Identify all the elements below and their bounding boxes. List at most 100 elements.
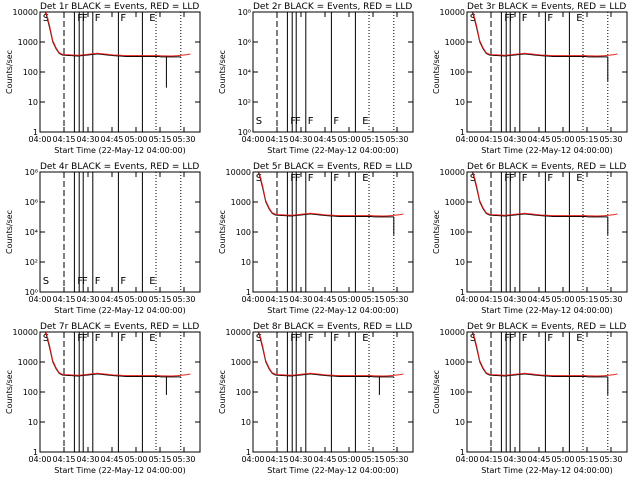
x-axis-label: Start Time (22-May-12 04:00:00) <box>267 146 398 155</box>
series-lld <box>258 172 404 217</box>
x-tick-label: 05:30 <box>599 295 622 304</box>
x-tick-label: 04:45 <box>527 455 550 464</box>
y-tick-label: 10 <box>241 258 251 267</box>
x-tick-label: 05:30 <box>385 455 408 464</box>
marker-label: S <box>256 173 262 184</box>
marker-label: S <box>43 276 49 287</box>
marker-label: F <box>295 116 301 127</box>
x-tick-label: 04:30 <box>289 455 312 464</box>
series-events <box>471 332 608 378</box>
x-tick-label: 04:30 <box>503 135 526 144</box>
marker-label: F <box>95 276 101 287</box>
x-tick-label: 04:30 <box>503 295 526 304</box>
series-lld <box>45 12 191 57</box>
x-tick-label: 05:15 <box>148 455 171 464</box>
x-tick-label: 05:00 <box>124 135 147 144</box>
x-tick-label: 05:00 <box>124 295 147 304</box>
event-lines <box>490 172 609 292</box>
panel-title: Det 3r BLACK = Events, RED = LLD <box>467 2 626 12</box>
series <box>44 332 191 395</box>
y-axis-label: Counts/sec <box>218 370 227 414</box>
event-lines <box>63 332 182 452</box>
x-tick-label: 05:15 <box>361 135 384 144</box>
series-lld <box>472 332 618 377</box>
marker-label: F <box>82 276 88 287</box>
x-tick-label: 04:00 <box>28 135 51 144</box>
y-tick-label: 10000 <box>440 8 465 17</box>
y-tick-label: 10⁸ <box>25 168 38 177</box>
marker-label: F <box>120 13 126 24</box>
chart-panel-det-9: Det 9r BLACK = Events, RED = LLD 1 10 100 10… <box>432 322 628 475</box>
marker-label: F <box>333 173 339 184</box>
y-tick-label: 1000 <box>445 198 465 207</box>
x-tick-label: 04:45 <box>100 135 123 144</box>
event-lines <box>490 332 609 452</box>
x-axis-label: Start Time (22-May-12 04:00:00) <box>481 466 612 475</box>
x-tick-label: 04:00 <box>241 295 264 304</box>
marker-label: E <box>362 116 368 127</box>
x-tick-label: 05:00 <box>337 135 360 144</box>
marker-label: E <box>149 333 155 344</box>
marker-label: E <box>362 333 368 344</box>
x-tick-label: 05:30 <box>599 135 622 144</box>
marker-label: F <box>82 13 88 24</box>
marker-label: S <box>43 333 49 344</box>
y-tick-label: 10² <box>238 98 251 107</box>
x-tick-label: 05:00 <box>551 295 574 304</box>
chart-panel-det-2: Det 2r BLACK = Events, RED = LLD 10⁰ 10² 10… <box>218 2 414 155</box>
series-lld <box>45 332 191 377</box>
panel-title: Det 4r BLACK = Events, RED = LLD <box>40 162 199 172</box>
panel-title: Det 8r BLACK = Events, RED = LLD <box>253 322 412 332</box>
marker-label: F <box>504 13 510 24</box>
x-tick-label: 04:45 <box>313 455 336 464</box>
marker-label: F <box>547 173 553 184</box>
marker-label: F <box>120 276 126 287</box>
marker-label: S <box>470 333 476 344</box>
marker-label: F <box>290 333 296 344</box>
panel-title: Det 2r BLACK = Events, RED = LLD <box>253 2 412 12</box>
series <box>257 172 404 235</box>
y-tick-label: 10 <box>28 98 38 107</box>
marker-label: F <box>308 173 314 184</box>
marker-label: F <box>95 13 101 24</box>
marker-label: F <box>504 333 510 344</box>
y-tick-label: 1000 <box>18 38 38 47</box>
marker-label: F <box>77 333 83 344</box>
y-tick-label: 10 <box>455 98 465 107</box>
marker-label: F <box>295 333 301 344</box>
y-tick-label: 10⁰ <box>25 288 38 297</box>
x-tick-label: 05:30 <box>172 295 195 304</box>
chart-panel-det-1: Det 1r BLACK = Events, RED = LLD 1 10 100 10… <box>5 2 201 155</box>
x-tick-label: 04:45 <box>527 135 550 144</box>
x-tick-label: 04:15 <box>52 455 75 464</box>
x-tick-label: 05:00 <box>124 455 147 464</box>
event-lines <box>276 172 395 292</box>
chart-panel-det-7: Det 7r BLACK = Events, RED = LLD 1 10 100 10… <box>5 322 201 475</box>
y-tick-label: 1 <box>460 128 465 137</box>
chart-panel-det-4: Det 4r BLACK = Events, RED = LLD 10⁰ 10² 10… <box>5 162 201 315</box>
x-axis-label: Start Time (22-May-12 04:00:00) <box>267 306 398 315</box>
panel-title: Det 6r BLACK = Events, RED = LLD <box>467 162 626 172</box>
x-tick-label: 04:30 <box>76 295 99 304</box>
y-tick-label: 10⁶ <box>238 38 251 47</box>
x-tick-label: 05:00 <box>551 135 574 144</box>
event-lines <box>63 12 182 132</box>
x-tick-label: 04:45 <box>527 295 550 304</box>
x-tick-label: 04:45 <box>100 295 123 304</box>
x-tick-label: 05:15 <box>361 455 384 464</box>
y-tick-label: 10 <box>241 418 251 427</box>
x-tick-label: 04:00 <box>455 295 478 304</box>
marker-label: S <box>470 173 476 184</box>
x-tick-label: 05:15 <box>575 135 598 144</box>
x-tick-label: 04:30 <box>503 455 526 464</box>
x-axis-label: Start Time (22-May-12 04:00:00) <box>54 306 185 315</box>
marker-label: F <box>547 333 553 344</box>
chart-panel-det-5: Det 5r BLACK = Events, RED = LLD 1 10 100 10… <box>218 162 414 315</box>
y-tick-label: 10000 <box>226 328 251 337</box>
x-tick-label: 04:30 <box>289 295 312 304</box>
x-tick-label: 04:00 <box>28 455 51 464</box>
x-axis-label: Start Time (22-May-12 04:00:00) <box>54 146 185 155</box>
marker-label: F <box>547 13 553 24</box>
marker-label: E <box>149 13 155 24</box>
